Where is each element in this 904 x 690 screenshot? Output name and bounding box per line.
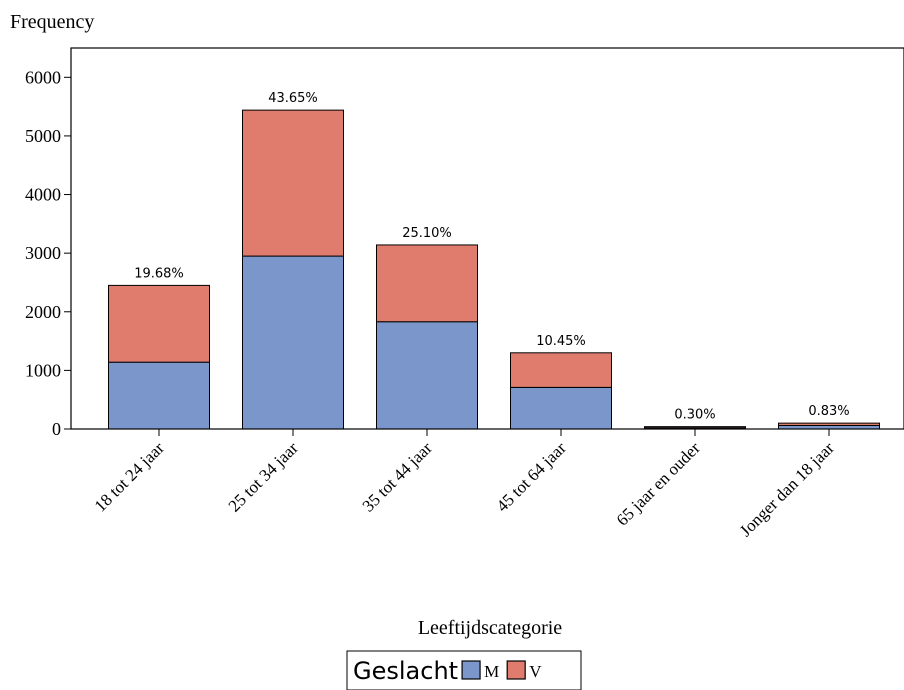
bar-v-2 <box>376 244 478 323</box>
data-label: 25.10% <box>402 226 452 241</box>
legend-label: M <box>484 662 499 681</box>
bar-m-1 <box>242 255 344 430</box>
x-tick-label: 25 tot 34 jaar <box>225 438 302 515</box>
bar-m-3 <box>510 386 612 430</box>
data-label: 43.65% <box>268 91 318 106</box>
x-tick-label: 65 jaar en ouder <box>613 438 704 529</box>
y-axis-title: Frequency <box>10 11 94 33</box>
data-label: 0.83% <box>808 404 849 419</box>
bar-v-4 <box>644 426 746 429</box>
legend-swatch-m <box>461 660 481 680</box>
bar-m-2 <box>376 321 478 430</box>
bar-v-0 <box>108 284 210 363</box>
x-axis-title: Leeftijdscategorie <box>418 617 562 639</box>
legend: Geslacht M V <box>346 650 582 690</box>
data-label: 10.45% <box>536 334 586 349</box>
y-tick-label: 3000 <box>25 243 61 263</box>
plot-frame <box>70 47 904 430</box>
y-tick-label: 2000 <box>25 302 61 322</box>
bar-m-0 <box>108 361 210 430</box>
y-tick-label: 1000 <box>25 360 61 380</box>
y-tick-label: 4000 <box>25 185 61 205</box>
legend-swatch-v <box>506 660 526 680</box>
data-label: 0.30% <box>674 408 715 423</box>
y-tick-label: 5000 <box>25 126 61 146</box>
x-tick-label: 35 tot 44 jaar <box>359 438 436 515</box>
y-tick-label: 6000 <box>25 67 61 87</box>
x-tick-label: 18 tot 24 jaar <box>91 438 168 515</box>
data-label: 19.68% <box>134 266 184 281</box>
y-tick-label: 0 <box>52 419 61 439</box>
legend-title: Geslacht <box>353 657 458 685</box>
x-tick-label: 45 tot 64 jaar <box>493 438 570 515</box>
legend-label: V <box>529 662 542 681</box>
bar-v-3 <box>510 352 612 388</box>
bar-v-1 <box>242 109 344 257</box>
bar-v-5 <box>778 422 880 426</box>
x-tick-label: Jonger dan 18 jaar <box>736 438 838 540</box>
